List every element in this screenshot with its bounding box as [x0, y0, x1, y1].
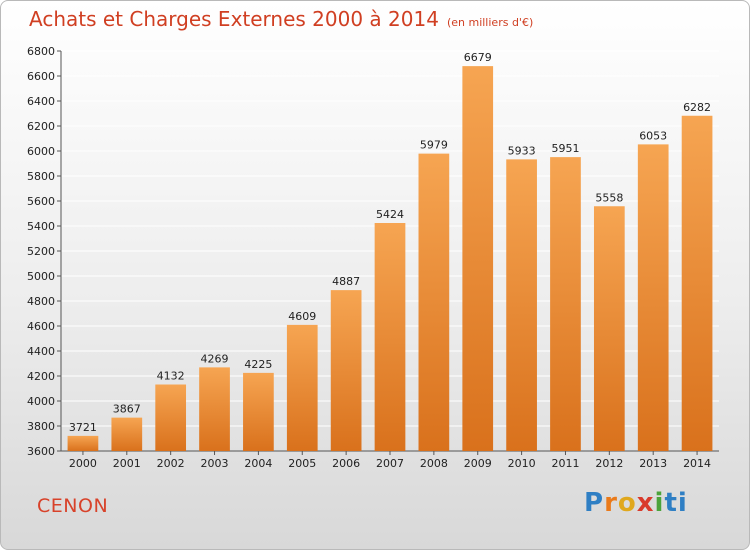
y-tick-label: 4400 [27, 345, 55, 358]
bar [462, 66, 494, 451]
x-tick-label: 2007 [376, 457, 404, 470]
y-tick-label: 5400 [27, 220, 55, 233]
y-tick-label: 4800 [27, 295, 55, 308]
data-label: 4887 [332, 275, 360, 288]
bar [418, 153, 450, 451]
bar [155, 384, 187, 451]
data-label: 3721 [69, 421, 97, 434]
logo-letter: ti [664, 488, 688, 518]
logo-letter: o [617, 488, 637, 518]
logo-letter: r [604, 488, 618, 518]
data-labels: 3721 3867 4132 4269 4225 4609 4887 5424 5979 6679… [69, 51, 711, 434]
bar [374, 223, 406, 451]
y-tick-label: 3600 [27, 445, 55, 458]
bar [111, 417, 143, 451]
y-tick-label: 5600 [27, 195, 55, 208]
x-tick-label: 2006 [332, 457, 360, 470]
logo-letter: i [654, 488, 665, 518]
x-tick-label: 2005 [288, 457, 316, 470]
y-tick-label: 6400 [27, 95, 55, 108]
y-tick-label: 6000 [27, 145, 55, 158]
x-tick-label: 2009 [464, 457, 492, 470]
y-tick-label: 5200 [27, 245, 55, 258]
y-tick-label: 5800 [27, 170, 55, 183]
y-tick-label: 6800 [27, 45, 55, 58]
data-label: 3867 [113, 403, 141, 416]
data-label: 4269 [201, 352, 229, 365]
data-label: 5933 [508, 144, 536, 157]
x-tick-label: 2000 [69, 457, 97, 470]
bar [199, 367, 230, 451]
data-label: 6053 [639, 129, 667, 142]
bar [243, 372, 274, 451]
bar [593, 206, 625, 451]
y-tick-label: 4600 [27, 320, 55, 333]
bar [637, 144, 669, 451]
y-tick-label: 5000 [27, 270, 55, 283]
data-label: 4225 [244, 358, 272, 371]
data-label: 4132 [157, 370, 185, 383]
data-label: 5424 [376, 208, 404, 221]
y-tick-label: 3800 [27, 420, 55, 433]
bars [67, 66, 713, 451]
data-label: 5979 [420, 139, 448, 152]
x-tick-label: 2004 [244, 457, 272, 470]
chart-title-text: Achats et Charges Externes 2000 à 2014 [29, 7, 439, 31]
x-tick-label: 2011 [551, 457, 579, 470]
city-name: CENON [37, 495, 109, 517]
chart-title: Achats et Charges Externes 2000 à 2014 (e… [29, 7, 533, 31]
bar [286, 324, 318, 451]
y-tick-label: 6600 [27, 70, 55, 83]
bar [330, 290, 362, 451]
x-tick-label: 2002 [157, 457, 185, 470]
bar [550, 157, 581, 451]
x-tick-label: 2013 [639, 457, 667, 470]
x-tick-label: 2001 [113, 457, 141, 470]
proxiti-logo: Proxiti [584, 488, 688, 518]
logo-letter: x [636, 488, 655, 518]
bar [506, 159, 537, 451]
bar [67, 435, 99, 451]
bar [681, 115, 713, 451]
chart-subtitle: (en milliers d'€) [446, 16, 534, 29]
data-label: 5558 [595, 191, 623, 204]
logo-letter: P [584, 488, 605, 518]
x-tick-label: 2010 [508, 457, 536, 470]
y-tick-label: 6200 [27, 120, 55, 133]
data-label: 4609 [288, 310, 316, 323]
data-label: 6679 [464, 51, 492, 64]
y-tick-label: 4000 [27, 395, 55, 408]
y-tick-label: 4200 [27, 370, 55, 383]
x-tick-label: 2008 [420, 457, 448, 470]
x-tick-label: 2014 [683, 457, 711, 470]
data-label: 5951 [551, 142, 579, 155]
x-tick-label: 2012 [595, 457, 623, 470]
data-label: 6282 [683, 101, 711, 114]
bar-chart: 3600 3800 4000 4200 4400 4600 4800 5000 5200 5400… [27, 45, 719, 470]
x-tick-label: 2003 [201, 457, 229, 470]
